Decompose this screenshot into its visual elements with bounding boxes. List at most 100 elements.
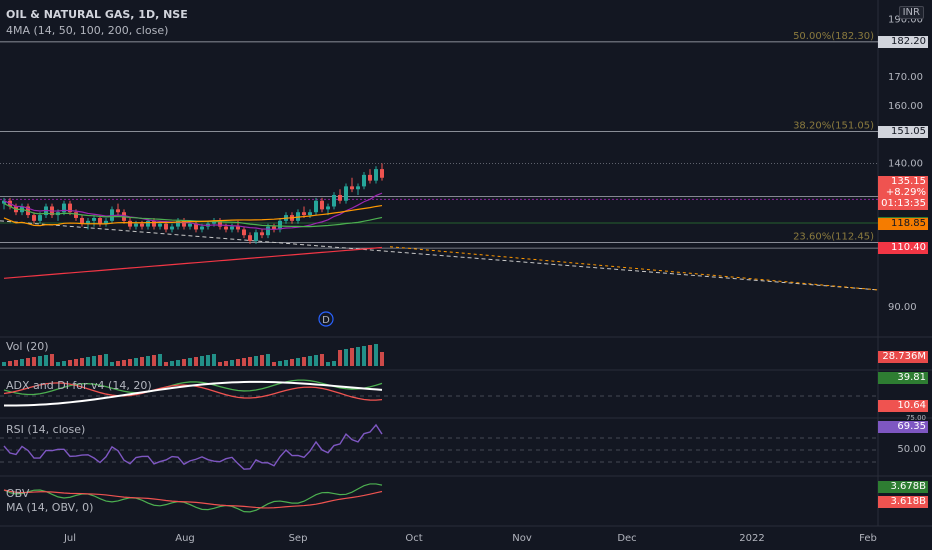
volume-bar (266, 354, 270, 366)
volume-bar (314, 355, 318, 366)
volume-bar (308, 356, 312, 366)
volume-bar (164, 362, 168, 366)
volume-pane-label[interactable]: Vol (20) (6, 340, 49, 353)
candle-body (224, 226, 228, 230)
candle-body (74, 212, 78, 218)
candle-body (278, 220, 282, 230)
volume-bar (254, 356, 258, 366)
volume-bar (338, 350, 342, 366)
candle-body (68, 203, 72, 213)
candle-body (308, 212, 312, 216)
last-price-tag: 135.15 +8.29% 01:13:35 (878, 176, 928, 210)
volume-bar (20, 359, 24, 366)
price-tick-label: 90.00 (888, 302, 917, 313)
candle-body (212, 220, 216, 224)
candle-body (266, 226, 270, 236)
fib-level-label: 38.20%(151.05) (793, 121, 874, 132)
candle-body (2, 200, 6, 204)
adx-pane-label[interactable]: ADX and DI for v4 (14, 20) (6, 379, 152, 392)
volume-bar (332, 361, 336, 366)
candle-body (38, 215, 42, 221)
candle-body (194, 223, 198, 230)
candle-body (314, 200, 318, 213)
adx-line (3, 380, 383, 407)
candle-body (116, 209, 120, 213)
rsi-line (3, 423, 383, 470)
candle-body (62, 203, 66, 213)
candle-body (110, 209, 114, 221)
last-price-change: +8.29% (885, 187, 926, 198)
volume-bar (260, 355, 264, 366)
candle-body (182, 220, 186, 227)
volume-bar (170, 361, 174, 366)
volume-bar (236, 359, 240, 366)
time-axis-label: Aug (175, 533, 195, 544)
candle-body (350, 186, 354, 190)
volume-bar (74, 359, 78, 366)
volume-bar (182, 359, 186, 366)
volume-bar (272, 362, 276, 366)
volume-bar (62, 361, 66, 366)
volume-bar (152, 355, 156, 366)
time-axis-label: Nov (512, 533, 532, 544)
volume-bar (92, 356, 96, 366)
volume-bar (320, 354, 324, 366)
candle-body (326, 206, 330, 210)
candle-body (140, 223, 144, 227)
rsi-pane-label[interactable]: RSI (14, close) (6, 423, 86, 436)
candle-body (356, 186, 360, 190)
volume-bar (68, 360, 72, 366)
dividend-marker (318, 311, 334, 327)
volume-bar (8, 361, 12, 366)
last-price: 135.15 (891, 176, 926, 187)
volume-bar (80, 358, 84, 366)
candle-body (98, 217, 102, 224)
time-axis-label: Dec (617, 533, 636, 544)
rsi-value-tag: 69.35 (878, 421, 928, 433)
candle-body (320, 200, 324, 210)
obv-ma-label[interactable]: MA (14, OBV, 0) (6, 501, 94, 514)
candle-body (254, 232, 258, 241)
fib-level-label: 50.00%(182.30) (793, 31, 874, 42)
volume-bar (290, 359, 294, 366)
time-axis-label: Oct (405, 533, 422, 544)
candle-body (230, 226, 234, 230)
ma50-line (3, 203, 383, 228)
volume-bar (296, 358, 300, 366)
time-axis-label: Feb (859, 533, 877, 544)
volume-bar (284, 360, 288, 366)
volume-bar (2, 362, 6, 366)
candle-body (170, 226, 174, 230)
volume-bar (374, 344, 378, 366)
price-tick-label: 170.00 (888, 72, 923, 83)
obv-red-tag: 3.618B (878, 496, 928, 508)
volume-bar (98, 355, 102, 366)
volume-bar (146, 356, 150, 366)
ma100-line (3, 204, 383, 227)
ma-indicator-label[interactable]: 4MA (14, 50, 100, 200, close) (6, 24, 169, 37)
volume-bar (212, 354, 216, 366)
volume-bar (302, 357, 306, 366)
currency-selector[interactable]: INR (898, 6, 924, 19)
candle-body (86, 220, 90, 224)
rsi-tick-50: 50.00 (897, 444, 926, 455)
volume-bar (350, 348, 354, 366)
ma200-line (3, 246, 383, 279)
volume-bar (122, 360, 126, 366)
candle-body (134, 223, 138, 227)
adx-green-tag: 39.81 (878, 372, 928, 384)
candle-body (164, 223, 168, 230)
price-tag: 182.20 (878, 36, 928, 49)
candle-body (296, 212, 300, 221)
candle-body (332, 194, 336, 207)
volume-bar (176, 360, 180, 366)
candle-body (104, 220, 108, 224)
obv-ma-line (3, 489, 383, 509)
obv-pane-label[interactable]: OBV (6, 487, 30, 500)
candle-body (248, 235, 252, 241)
price-tag: 118.85 (878, 218, 928, 231)
fib-level-label: 23.60%(112.45) (793, 232, 874, 243)
volume-bar (188, 358, 192, 366)
obv-green-tag: 3.678B (878, 481, 928, 493)
